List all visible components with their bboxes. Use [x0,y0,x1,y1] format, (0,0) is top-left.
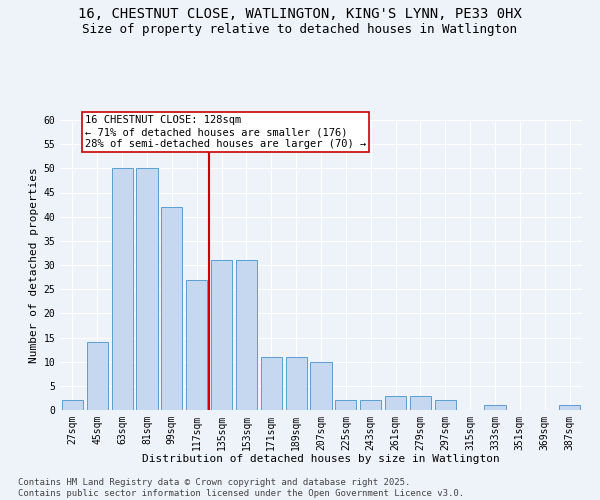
Text: Size of property relative to detached houses in Watlington: Size of property relative to detached ho… [83,22,517,36]
Bar [435,400,456,410]
Y-axis label: Number of detached properties: Number of detached properties [29,167,39,363]
Bar [236,260,257,410]
Bar [161,207,182,410]
Bar [186,280,207,410]
Bar [286,357,307,410]
Bar [559,405,580,410]
Text: 16, CHESTNUT CLOSE, WATLINGTON, KING'S LYNN, PE33 0HX: 16, CHESTNUT CLOSE, WATLINGTON, KING'S L… [78,8,522,22]
Text: Contains HM Land Registry data © Crown copyright and database right 2025.
Contai: Contains HM Land Registry data © Crown c… [18,478,464,498]
Bar [261,357,282,410]
Bar [385,396,406,410]
Bar [484,405,506,410]
Bar [62,400,83,410]
Bar [335,400,356,410]
Bar [211,260,232,410]
Bar [410,396,431,410]
Bar [136,168,158,410]
Bar [360,400,381,410]
X-axis label: Distribution of detached houses by size in Watlington: Distribution of detached houses by size … [142,454,500,464]
Bar [87,342,108,410]
Bar [310,362,332,410]
Bar [112,168,133,410]
Text: 16 CHESTNUT CLOSE: 128sqm
← 71% of detached houses are smaller (176)
28% of semi: 16 CHESTNUT CLOSE: 128sqm ← 71% of detac… [85,116,366,148]
